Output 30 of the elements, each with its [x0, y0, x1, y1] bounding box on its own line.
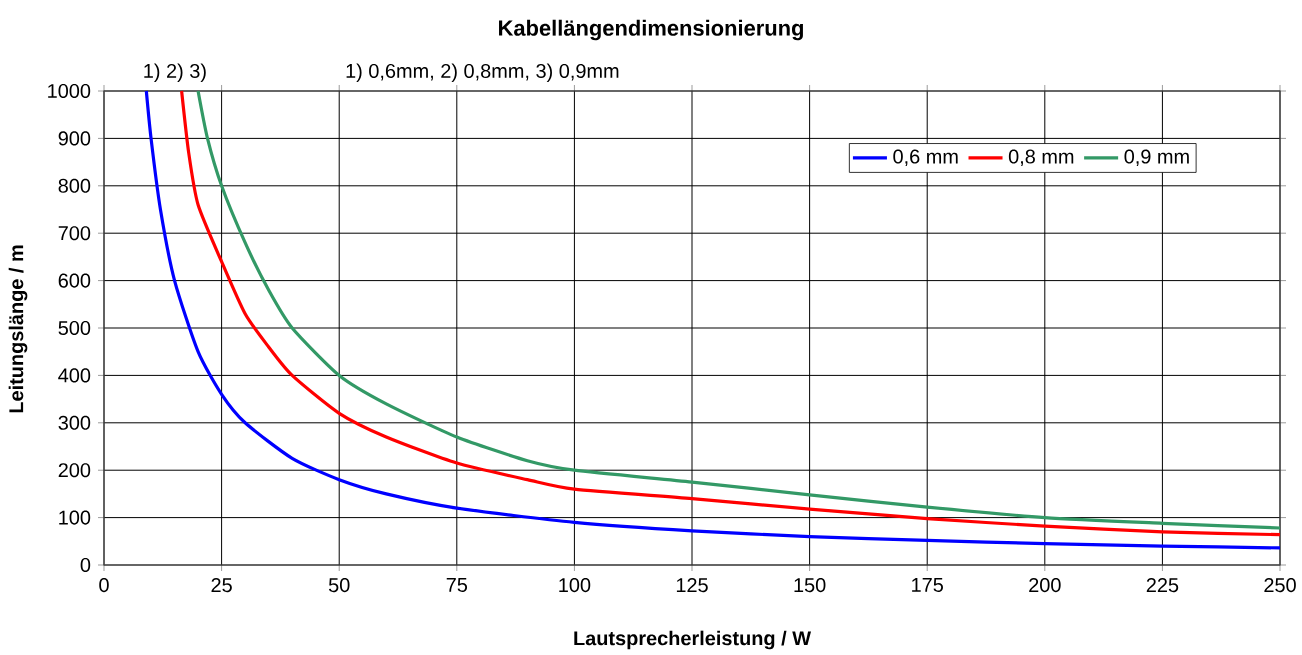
x-tick-label: 175	[912, 578, 943, 592]
legend-label: 0,8 mm	[1008, 149, 1074, 166]
y-tick-label: 200	[58, 463, 91, 478]
y-axis-title: Leitungslänge / m	[8, 245, 28, 413]
x-tick-label: 200	[1029, 578, 1061, 593]
x-axis-title: Lautsprecherleistung / W	[574, 630, 812, 650]
x-tick-label: 250	[1264, 578, 1296, 593]
y-tick-label: 700	[58, 226, 91, 241]
y-tick-label: 1000	[48, 83, 91, 99]
y-tick-label: 800	[58, 178, 91, 193]
x-tick-label: 125	[676, 578, 708, 593]
legend-label: 0,9 mm	[1124, 149, 1189, 166]
x-tick-label: 100	[559, 578, 591, 593]
y-tick-label: 100	[59, 510, 91, 525]
y-tick-label: 500	[58, 320, 91, 336]
y-tick-label: 0	[80, 557, 91, 573]
x-tick-label: 225	[1146, 578, 1179, 593]
x-tick-label: 150	[794, 578, 826, 593]
x-tick-label: 50	[328, 578, 350, 593]
text: 1) 2) 3)	[144, 63, 206, 82]
x-tick-label: 25	[211, 578, 232, 593]
x-tick-label: 0	[99, 578, 109, 593]
y-tick-label: 300	[58, 415, 91, 430]
y-tick-label: 900	[58, 131, 91, 146]
chart-title: Kabellängendimensionierung	[499, 19, 803, 41]
y-tick-label: 400	[58, 368, 91, 383]
legend-label: 0,6 mm	[893, 149, 958, 166]
text: 1) 0,6mm, 2) 0,8mm, 3) 0,9mm	[346, 63, 619, 82]
x-tick-label: 75	[446, 578, 468, 592]
y-tick-label: 600	[58, 273, 91, 288]
